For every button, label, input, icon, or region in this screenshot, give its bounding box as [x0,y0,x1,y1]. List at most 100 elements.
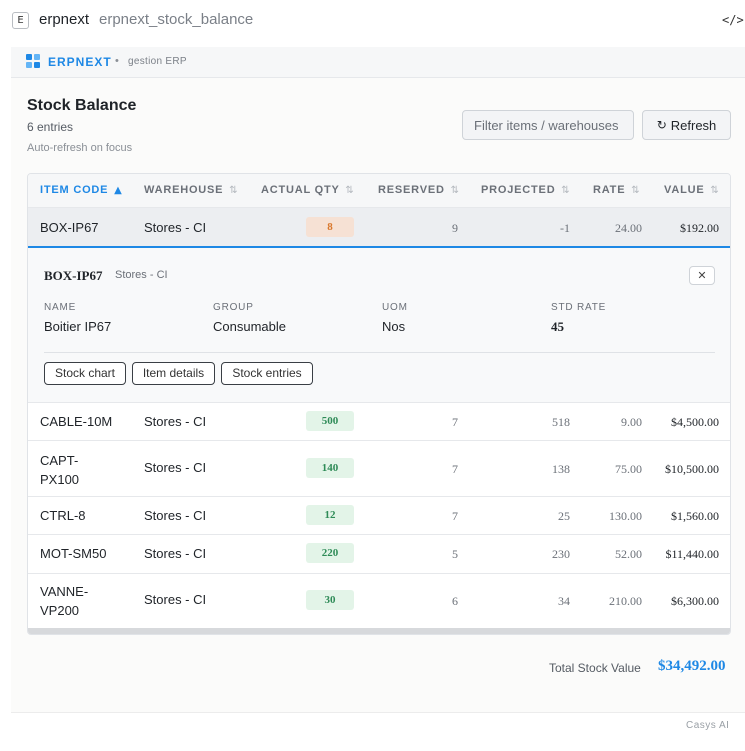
warehouse-cell: Stores - CI [144,508,207,523]
table-row[interactable]: VANNE- VP200 Stores - CI 30 6 34 210.00 $… [28,573,730,628]
horizontal-scrollbar[interactable] [28,628,730,634]
projected-cell: 34 [558,594,570,608]
item-code-cell: BOX-IP67 [40,220,99,235]
actual-qty-badge: 220 [306,543,354,563]
total-stock-value-label: Total Stock Value [549,661,641,675]
erpnext-logo-icon [26,54,40,68]
rate-cell: 210.00 [609,594,642,608]
refresh-label: Refresh [670,117,717,133]
value-cell: $10,500.00 [665,462,719,476]
column-header-rate[interactable]: RATE ⇅ [593,184,641,196]
table-row[interactable]: CAPT- PX100 Stores - CI 140 7 138 75.00 $… [28,440,730,496]
value-cell: $192.00 [680,221,719,235]
reserved-cell: 7 [452,415,458,429]
actual-qty-badge: 140 [306,458,354,478]
actual-qty-badge: 30 [306,590,354,610]
projected-cell: 230 [552,547,570,561]
projected-cell: 25 [558,509,570,523]
sort-asc-icon: ▲ [114,185,123,196]
column-header-value[interactable]: VALUE ⇅ [664,184,720,196]
reserved-cell: 9 [452,221,458,235]
rate-cell: 52.00 [615,547,642,561]
detail-label-name: NAME [44,302,77,313]
actual-qty-badge: 500 [306,411,354,431]
page-title: Stock Balance [27,97,137,114]
detail-label-group: GROUP [213,302,254,313]
rate-cell: 130.00 [609,509,642,523]
reserved-cell: 7 [452,509,458,523]
brand-separator: • [115,55,119,67]
stock-entries-button[interactable]: Stock entries [221,362,313,385]
value-cell: $4,500.00 [671,415,719,429]
window-titlebar: E erpnext erpnext_stock_balance </> [0,0,745,40]
sort-icon: ⇅ [450,185,460,196]
item-code-cell: VANNE- VP200 [40,584,89,618]
item-code-cell: CTRL-8 [40,508,86,523]
sort-icon: ⇅ [631,185,641,196]
rate-cell: 24.00 [615,221,642,235]
actual-qty-badge: 8 [306,217,354,237]
brand-bar: ERPNEXT • gestion ERP [11,47,745,78]
detail-warehouse: Stores - CI [115,269,168,281]
sort-icon: ⇅ [345,185,355,196]
projected-cell: 518 [552,415,570,429]
warehouse-cell: Stores - CI [144,220,207,235]
value-cell: $6,300.00 [671,594,719,608]
detail-value-uom: Nos [382,319,406,334]
footer-divider [11,712,745,713]
detail-value-std-rate: 45 [551,319,564,334]
detail-label-uom: UOM [382,302,408,313]
table-row[interactable]: CTRL-8 Stores - CI 12 7 25 130.00 $1,560… [28,496,730,534]
code-view-icon[interactable]: </> [722,13,744,27]
rate-cell: 75.00 [615,462,642,476]
warehouse-cell: Stores - CI [144,546,207,561]
tool-name: erpnext_stock_balance [99,11,254,28]
entries-count: 6 entries [27,120,74,134]
item-detail-panel: BOX-IP67 Stores - CI ✕ NAME Boitier IP67… [28,248,730,402]
sort-icon: ⇅ [561,185,571,196]
actual-qty-badge: 12 [306,505,354,525]
projected-cell: 138 [552,462,570,476]
stock-balance-table: ITEM CODE ▲ WAREHOUSE ⇅ ACTUAL QTY ⇅ RES… [27,173,731,635]
footer-credit: Casys AI [686,720,730,731]
item-code-cell: CABLE-10M [40,414,113,429]
item-details-button[interactable]: Item details [132,362,215,385]
column-header-reserved[interactable]: RESERVED ⇅ [378,184,460,196]
detail-value-name: Boitier IP67 [44,319,112,334]
table-header: ITEM CODE ▲ WAREHOUSE ⇅ ACTUAL QTY ⇅ RES… [28,174,730,207]
brand-name: ERPNEXT [48,55,112,69]
value-cell: $1,560.00 [671,509,719,523]
table-row-selected[interactable]: BOX-IP67 Stores - CI 8 9 -1 24.00 $192.0… [28,207,730,248]
value-cell: $11,440.00 [665,547,719,561]
app-icon: E [12,12,29,29]
reserved-cell: 6 [452,594,458,608]
detail-label-std-rate: STD RATE [551,302,607,313]
reserved-cell: 5 [452,547,458,561]
detail-divider [44,352,715,353]
refresh-icon: ↻ [656,118,667,132]
column-header-warehouse[interactable]: WAREHOUSE ⇅ [144,184,239,196]
rate-cell: 9.00 [621,415,642,429]
close-icon[interactable]: ✕ [689,266,715,285]
sort-icon: ⇅ [710,185,720,196]
column-header-item-code[interactable]: ITEM CODE ▲ [40,184,123,196]
column-header-actual-qty[interactable]: ACTUAL QTY ⇅ [261,184,355,196]
refresh-button[interactable]: ↻ Refresh [642,110,731,140]
item-code-cell: MOT-SM50 [40,546,107,561]
detail-value-group: Consumable [213,319,286,334]
stock-chart-button[interactable]: Stock chart [44,362,126,385]
filter-input[interactable] [462,110,634,140]
sort-icon: ⇅ [229,185,239,196]
auto-refresh-note: Auto-refresh on focus [27,142,133,154]
column-header-projected[interactable]: PROJECTED ⇅ [481,184,571,196]
warehouse-cell: Stores - CI [144,414,207,429]
item-code-cell: CAPT- PX100 [40,453,80,487]
warehouse-cell: Stores - CI [144,460,207,475]
table-row[interactable]: CABLE-10M Stores - CI 500 7 518 9.00 $4,… [28,402,730,440]
app-name: erpnext [39,11,90,28]
table-row[interactable]: MOT-SM50 Stores - CI 220 5 230 52.00 $11… [28,534,730,573]
warehouse-cell: Stores - CI [144,592,207,607]
projected-cell: -1 [560,221,570,235]
brand-subtitle: gestion ERP [128,56,187,67]
detail-item-code: BOX-IP67 [44,268,103,283]
